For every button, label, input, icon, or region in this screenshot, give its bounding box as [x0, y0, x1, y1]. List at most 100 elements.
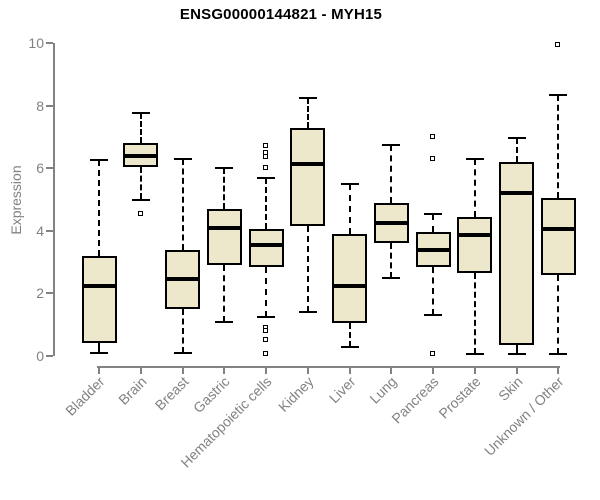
whisker-upper	[98, 160, 100, 256]
median-line	[248, 242, 284, 247]
x-axis-tick	[515, 366, 518, 374]
whisker-cap-upper	[173, 157, 192, 160]
x-axis-tick	[390, 366, 393, 374]
median-line	[290, 161, 326, 166]
y-tick-label: 10	[28, 35, 44, 51]
x-axis-tick	[223, 366, 226, 374]
box-unknown-other	[540, 197, 576, 275]
y-tick-label: 4	[36, 222, 44, 239]
median-line	[123, 153, 159, 158]
y-axis-tick	[46, 229, 53, 232]
median-line	[332, 283, 368, 288]
y-tick-label: 8	[36, 97, 44, 114]
outlier-point	[137, 210, 143, 216]
whisker-cap-upper	[215, 167, 234, 170]
whisker-upper	[181, 158, 184, 250]
whisker-cap-upper	[298, 96, 317, 99]
y-axis-tick	[46, 167, 53, 170]
y-axis-tick	[46, 104, 53, 107]
whisker-lower	[390, 243, 393, 278]
outlier-point	[263, 143, 269, 149]
x-axis-tick	[306, 366, 309, 374]
whisker-cap-upper	[382, 143, 401, 146]
median-line	[206, 225, 242, 230]
whisker-cap-upper	[549, 93, 568, 96]
outlier-point	[555, 41, 561, 47]
whisker-upper	[390, 144, 393, 203]
y-axis-line	[53, 43, 55, 356]
outlier-point	[263, 337, 269, 343]
whisker-lower	[139, 166, 142, 200]
whisker-cap-upper	[131, 112, 150, 115]
whisker-cap-lower	[507, 353, 526, 356]
whisker-upper	[515, 138, 518, 162]
median-line	[165, 277, 201, 282]
whisker-upper	[139, 113, 142, 144]
median-line	[81, 283, 117, 288]
box-skin	[499, 161, 535, 346]
outlier-point	[263, 154, 269, 160]
whisker-cap-upper	[507, 137, 526, 140]
y-axis-tick	[46, 42, 53, 44]
box-hematopoietic-cells	[248, 229, 284, 267]
outlier-point	[263, 327, 269, 333]
whisker-lower	[515, 345, 518, 355]
whisker-cap-lower	[340, 345, 359, 348]
box-kidney	[290, 127, 326, 227]
box-prostate	[457, 216, 493, 274]
whisker-lower	[265, 266, 268, 317]
whisker-cap-lower	[257, 315, 276, 318]
whisker-upper	[557, 94, 560, 198]
whisker-cap-lower	[131, 198, 150, 201]
x-axis-tick	[265, 366, 268, 374]
whisker-cap-lower	[298, 311, 317, 314]
whisker-cap-lower	[173, 351, 192, 354]
whisker-cap-lower	[382, 276, 401, 279]
whisker-lower	[557, 274, 560, 355]
y-tick-label: 2	[36, 285, 44, 302]
whisker-cap-upper	[340, 182, 359, 185]
x-axis-tick	[473, 366, 476, 374]
whisker-lower	[306, 226, 309, 313]
y-axis-tick	[46, 355, 53, 357]
outlier-point	[263, 165, 269, 171]
whisker-upper	[306, 97, 309, 128]
x-axis-tick	[557, 366, 560, 374]
whisker-cap-lower	[549, 353, 568, 356]
x-axis-line	[97, 366, 561, 368]
y-tick-label: 0	[36, 348, 44, 364]
whisker-lower	[181, 309, 184, 353]
chart-title: ENSG00000144821 - MYH15	[179, 6, 383, 23]
whisker-cap-upper	[257, 176, 276, 179]
outlier-point	[430, 155, 436, 161]
x-axis-tick	[139, 366, 142, 374]
whisker-cap-upper	[424, 212, 443, 215]
outlier-point	[263, 149, 269, 155]
median-line	[540, 227, 576, 232]
whisker-cap-lower	[90, 351, 108, 354]
box-gastric	[206, 208, 242, 266]
x-axis-tick	[181, 366, 184, 374]
whisker-upper	[265, 177, 268, 230]
whisker-lower	[98, 343, 100, 353]
median-line	[415, 247, 451, 252]
whisker-upper	[223, 168, 226, 209]
whisker-upper	[348, 183, 351, 234]
y-axis-tick	[46, 292, 53, 295]
box-liver	[332, 233, 368, 324]
whisker-lower	[223, 265, 226, 322]
x-axis-tick	[98, 366, 100, 374]
outlier-point	[430, 351, 436, 357]
whisker-lower	[432, 266, 435, 316]
y-tick-label: 6	[36, 160, 44, 177]
box-bladder	[81, 255, 117, 344]
whisker-lower	[473, 273, 476, 355]
median-line	[373, 220, 409, 225]
whisker-cap-lower	[424, 314, 443, 317]
median-line	[457, 233, 493, 238]
x-axis-tick	[348, 366, 351, 374]
x-axis-tick	[432, 366, 435, 374]
outlier-point	[430, 133, 436, 139]
